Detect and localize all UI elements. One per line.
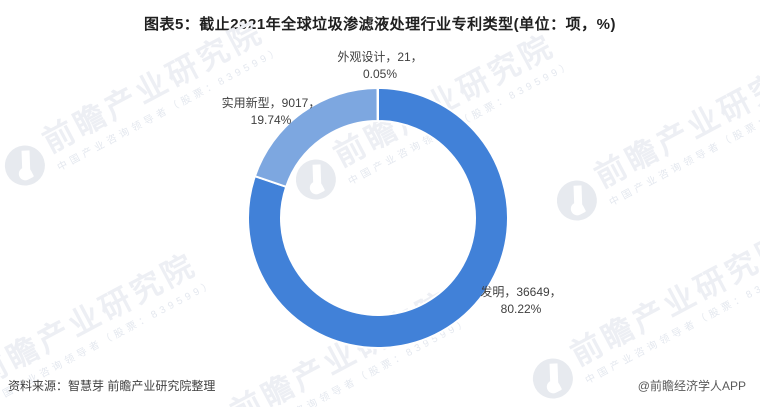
slice-label-shiyongxinxing: 实用新型，9017， 19.74% [186, 95, 356, 129]
slice-label-line2: 0.05% [362, 67, 398, 81]
slice-label-line1: 实用新型，9017， [221, 96, 321, 110]
slice-label-line1: 外观设计，21， [337, 50, 423, 64]
slice-label-line2: 80.22% [500, 302, 542, 316]
slice-label-line2: 19.74% [250, 113, 292, 127]
app-credit: @前瞻经济学人APP [637, 379, 746, 393]
data-source-note: 资料来源：智慧芽 前瞻产业研究院整理 [8, 379, 216, 393]
chart-title: 图表5：截止2021年全球垃圾渗滤液处理行业专利类型(单位：项，%) [143, 16, 617, 33]
slice-label-waiguansheji: 外观设计，21， 0.05% [295, 49, 465, 83]
donut-slice-发明 [247, 86, 509, 349]
slice-label-line1: 发明，36649， [480, 285, 562, 299]
slice-label-faming: 发明，36649， 80.22% [436, 284, 606, 318]
